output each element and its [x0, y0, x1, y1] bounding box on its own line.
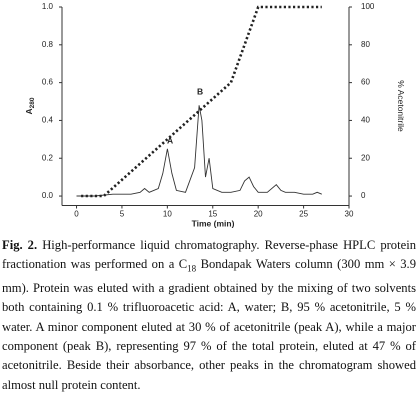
y-tick-label: 0.0	[42, 191, 54, 200]
caption: Fig. 2. High-performance liquid chromato…	[2, 236, 416, 395]
y2-tick-label: 0	[361, 191, 366, 200]
y2-axis-label: % Acetonitrile	[396, 80, 406, 132]
y-tick-label: 0.6	[42, 78, 54, 87]
x-tick-label: 5	[120, 210, 125, 219]
chart: Time (min) A280 % Acetonitrile 0 5 10 15 20 2…	[24, 2, 406, 228]
caption-rest: Bondapak Waters column (300 mm × 3.9 mm)…	[2, 257, 417, 392]
x-tick-label: 15	[208, 210, 217, 219]
caption-label: Fig. 2.	[2, 238, 38, 252]
gradient-line	[81, 5, 322, 198]
peak-label: A	[167, 135, 173, 145]
x-tick-label: 20	[254, 210, 263, 219]
y-tick-label: 0.2	[42, 153, 54, 162]
y-label-sub: 280	[29, 97, 36, 108]
caption-text: High-performance liquid chromatography. …	[2, 238, 416, 272]
absorbance-line	[76, 105, 322, 197]
y-tick-label: 1.0	[42, 2, 54, 11]
peak-label: B	[197, 86, 203, 96]
x-tick-label: 10	[163, 210, 172, 219]
y-tick-label: 0.8	[42, 40, 54, 49]
y-label-main: A	[24, 108, 34, 114]
y-tick-label: 0.4	[42, 116, 54, 125]
y2-tick-label: 60	[361, 78, 370, 87]
y2-tick-label: 20	[361, 153, 370, 162]
y2-tick-label: 80	[361, 40, 370, 49]
caption-sub: 18	[187, 263, 197, 274]
x-axis-label: Time (min)	[192, 218, 235, 228]
x-tick-label: 0	[74, 210, 79, 219]
y2-tick-label: 40	[361, 116, 370, 125]
y-axis-label: A280	[24, 97, 35, 114]
x-tick-label: 25	[299, 210, 308, 219]
x-tick-label: 30	[345, 210, 354, 219]
y2-tick-label: 100	[361, 2, 375, 11]
